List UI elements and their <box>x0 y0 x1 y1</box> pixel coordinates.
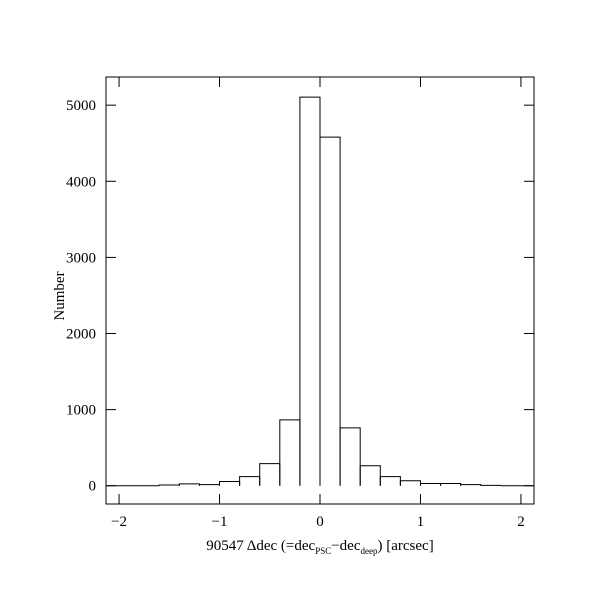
bar <box>179 484 199 486</box>
bar <box>320 137 340 486</box>
plot-area <box>99 97 541 486</box>
y-tick-label: 1000 <box>66 403 96 419</box>
x-tick-label: −2 <box>111 514 127 530</box>
x-tick-label: 0 <box>316 514 324 530</box>
bar <box>380 477 400 486</box>
y-tick-label: 3000 <box>66 250 96 266</box>
y-tick-label: 4000 <box>66 174 96 190</box>
x-axis-label: 90547 Δdec (=decPSC−decdeep) [arcsec] <box>206 538 433 556</box>
x-tick-label: −1 <box>212 514 228 530</box>
y-tick-label: 5000 <box>66 98 96 114</box>
bar <box>199 485 219 486</box>
x-tick-label: 2 <box>517 514 525 530</box>
y-tick-label: 2000 <box>66 327 96 343</box>
bar <box>300 97 320 486</box>
bar <box>260 464 280 486</box>
bar <box>420 483 440 485</box>
y-axis-label: Number <box>52 271 68 320</box>
x-label-part: −dec <box>331 538 361 554</box>
bar <box>159 485 179 486</box>
x-tick-label: 1 <box>417 514 425 530</box>
x-label-part: ) [arcsec] <box>378 538 434 554</box>
bar <box>340 428 360 486</box>
bar <box>280 420 300 486</box>
bar <box>441 483 461 485</box>
x-label-part: 90547 Δdec (=dec <box>206 538 315 554</box>
x-label-sub: deep <box>361 546 378 556</box>
y-tick-label: 0 <box>89 479 97 495</box>
x-label-sub: PSC <box>315 546 331 556</box>
bar <box>461 485 481 486</box>
bar <box>220 482 240 486</box>
bar <box>400 481 420 486</box>
bar <box>240 477 260 486</box>
bar <box>360 466 380 486</box>
